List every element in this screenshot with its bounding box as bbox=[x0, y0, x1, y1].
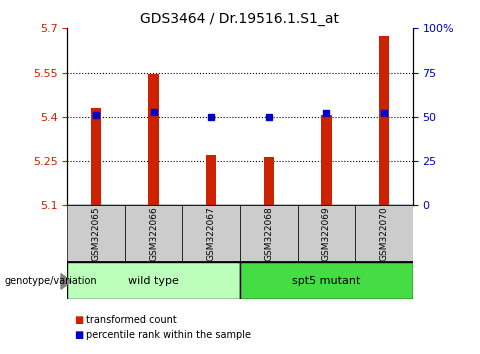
Text: ■: ■ bbox=[74, 315, 84, 325]
Text: transformed count: transformed count bbox=[86, 315, 177, 325]
Text: wild type: wild type bbox=[128, 275, 179, 286]
Text: GSM322069: GSM322069 bbox=[322, 206, 331, 261]
Text: genotype/variation: genotype/variation bbox=[5, 276, 97, 286]
Text: GSM322068: GSM322068 bbox=[264, 206, 273, 261]
Bar bbox=[67, 262, 240, 299]
Bar bbox=[379, 36, 389, 205]
Text: GSM322066: GSM322066 bbox=[149, 206, 158, 261]
Title: GDS3464 / Dr.19516.1.S1_at: GDS3464 / Dr.19516.1.S1_at bbox=[141, 12, 339, 26]
Bar bbox=[148, 74, 159, 205]
Bar bbox=[67, 205, 125, 262]
Bar bbox=[182, 205, 240, 262]
Bar bbox=[298, 205, 355, 262]
Text: GSM322067: GSM322067 bbox=[207, 206, 216, 261]
Bar bbox=[264, 156, 274, 205]
Text: ■: ■ bbox=[74, 330, 84, 339]
Bar bbox=[321, 115, 332, 205]
Text: percentile rank within the sample: percentile rank within the sample bbox=[86, 330, 252, 339]
Text: spt5 mutant: spt5 mutant bbox=[292, 275, 360, 286]
Bar bbox=[206, 155, 216, 205]
Bar bbox=[240, 262, 413, 299]
Bar bbox=[125, 205, 182, 262]
Polygon shape bbox=[61, 274, 72, 289]
Bar bbox=[91, 108, 101, 205]
Text: GSM322065: GSM322065 bbox=[92, 206, 100, 261]
Bar bbox=[355, 205, 413, 262]
Text: GSM322070: GSM322070 bbox=[380, 206, 388, 261]
Bar bbox=[240, 205, 298, 262]
